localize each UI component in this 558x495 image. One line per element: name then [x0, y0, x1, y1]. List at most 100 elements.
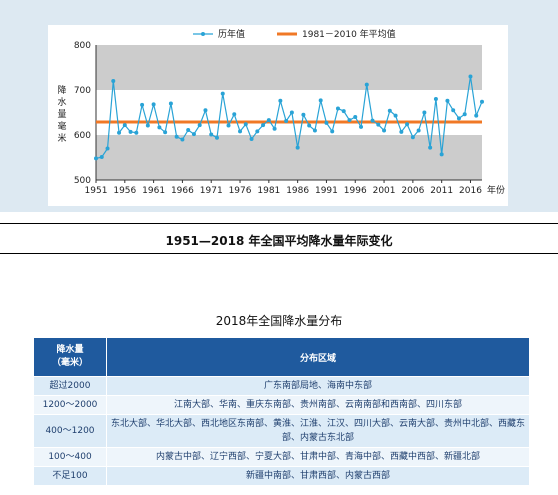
x-tick-label: 1991: [315, 186, 338, 196]
data-point: [186, 128, 191, 133]
data-point: [330, 129, 335, 134]
data-point: [197, 123, 202, 128]
data-point: [145, 123, 150, 128]
data-point: [122, 123, 127, 128]
row-region: 江南大部、华南、重庆东南部、贵州南部、云南南部和西南部、四川东部: [106, 395, 530, 415]
table-row: 不足100 新疆中南部、甘肃西部、内蒙古西部: [33, 466, 530, 486]
row-region: 内蒙古中部、辽宁西部、宁夏大部、甘肃中部、青海中部、西藏中西部、新疆北部: [106, 447, 530, 467]
data-point: [278, 98, 283, 103]
data-point: [163, 130, 168, 135]
grid-band: [96, 45, 482, 90]
data-point: [468, 74, 473, 79]
precipitation-distribution-table: 降水量 （毫米） 分布区域 超过2000 广东南部局地、海南中东部 1200～2…: [33, 337, 530, 486]
row-amount: 超过2000: [33, 376, 107, 396]
data-point: [422, 110, 427, 115]
data-point: [353, 115, 358, 119]
data-point: [238, 129, 243, 134]
x-tick-label: 1976: [229, 186, 252, 196]
data-point: [168, 101, 173, 106]
x-tick-label: 2006: [401, 186, 424, 196]
row-region: 新疆中南部、甘肃西部、内蒙古西部: [106, 466, 530, 486]
data-point: [266, 118, 271, 123]
data-point: [255, 129, 260, 134]
data-point: [364, 82, 369, 87]
data-point: [243, 122, 248, 127]
data-point: [359, 124, 364, 129]
data-point: [249, 137, 254, 142]
x-tick-label: 1966: [171, 186, 194, 196]
data-point: [370, 118, 375, 123]
y-tick-label: 700: [74, 86, 91, 96]
x-tick-label: 2016: [459, 186, 482, 196]
data-point: [301, 112, 306, 117]
data-point: [474, 113, 479, 118]
data-point: [295, 145, 300, 150]
x-tick-label: 1981: [257, 186, 280, 196]
x-tick-label: 1961: [142, 186, 165, 196]
data-point: [214, 135, 219, 140]
data-point: [393, 113, 398, 118]
data-point: [451, 108, 456, 113]
data-point: [220, 91, 225, 96]
x-axis-unit-label: 年份: [487, 184, 505, 196]
legend-series-label: 历年值: [218, 28, 245, 40]
data-point: [324, 120, 329, 125]
data-point: [203, 108, 208, 113]
data-point: [387, 108, 392, 113]
y-tick-label: 600: [74, 131, 91, 141]
row-amount: 1200～2000: [33, 395, 107, 415]
data-point: [191, 132, 196, 137]
data-point: [428, 145, 433, 150]
data-point: [410, 135, 415, 140]
data-point: [480, 99, 484, 104]
legend-series-marker: [201, 32, 205, 36]
table-title: 2018年全国降水量分布: [215, 314, 343, 328]
header-amount-line1: 降水量: [56, 345, 84, 355]
data-point: [134, 130, 139, 135]
data-point: [456, 116, 461, 121]
row-amount: 100～400: [33, 447, 107, 467]
caption-bottom-rule: [0, 253, 558, 254]
table-row: 100～400 内蒙古中部、辽宁西部、宁夏大部、甘肃中部、青海中部、西藏中西部、…: [33, 447, 530, 467]
data-point: [307, 123, 312, 128]
header-region: 分布区域: [106, 337, 530, 377]
data-point: [117, 130, 122, 135]
data-point: [232, 112, 237, 117]
data-point: [312, 128, 317, 133]
y-tick-label: 800: [74, 41, 91, 51]
data-point: [347, 118, 352, 123]
data-point: [99, 155, 104, 160]
data-point: [174, 134, 179, 139]
data-point: [382, 128, 387, 133]
data-point: [272, 126, 277, 131]
row-amount: 不足100: [33, 466, 107, 486]
data-point: [128, 129, 133, 134]
row-region: 广东南部局地、海南中东部: [106, 376, 530, 396]
data-point: [341, 109, 346, 114]
row-amount: 400～1200: [33, 414, 107, 448]
data-point: [376, 122, 381, 127]
x-tick-label: 2011: [430, 186, 453, 196]
data-point: [462, 112, 467, 117]
data-point: [105, 146, 110, 151]
x-tick-label: 1996: [344, 186, 367, 196]
y-tick-label: 500: [74, 176, 91, 186]
x-tick-label: 1951: [85, 186, 108, 196]
data-point: [335, 106, 340, 111]
grid-band: [96, 135, 482, 180]
data-point: [433, 97, 438, 101]
data-point: [399, 129, 404, 134]
x-tick-label: 2001: [373, 186, 396, 196]
header-amount-line2: （毫米）: [51, 358, 88, 368]
header-amount: 降水量 （毫米）: [33, 337, 107, 377]
legend-average-label: 1981－2010 年平均值: [302, 28, 396, 40]
data-point: [140, 102, 145, 107]
data-point: [405, 122, 410, 127]
x-tick-label: 1971: [200, 186, 223, 196]
data-point: [157, 125, 162, 130]
table-row: 1200～2000 江南大部、华南、重庆东南部、贵州南部、云南南部和西南部、四川…: [33, 395, 530, 415]
data-point: [289, 110, 294, 115]
table-header-row: 降水量 （毫米） 分布区域: [33, 337, 530, 377]
table-row: 400～1200 东北大部、华北大部、西北地区东南部、黄淮、江淮、江汉、四川大部…: [33, 414, 530, 448]
data-point: [284, 119, 289, 124]
